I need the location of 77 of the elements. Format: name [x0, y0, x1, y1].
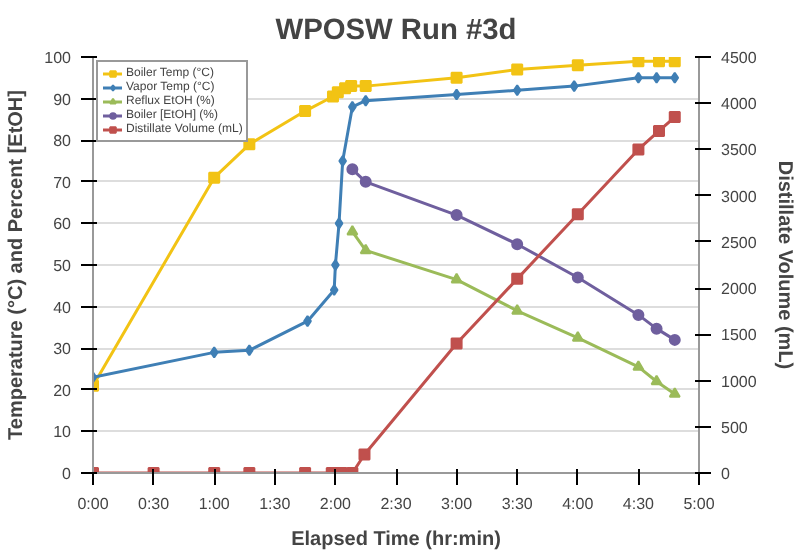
point — [511, 303, 524, 315]
point — [632, 360, 645, 371]
point — [338, 155, 348, 167]
y-tick-label: 70 — [53, 173, 73, 192]
point — [450, 209, 463, 222]
y2-axis-title: Distillate Volume (mL) — [772, 160, 795, 370]
point — [361, 94, 371, 107]
x-tick-label: 2:00 — [319, 495, 353, 513]
y-tick-label: 10 — [53, 423, 73, 442]
y-tick-label: 60 — [53, 215, 73, 234]
y2-tick-label: 1000 — [721, 372, 758, 391]
y-tick-label: 80 — [53, 132, 73, 151]
point — [299, 105, 312, 118]
y2-tick-label: 2000 — [721, 280, 758, 299]
x-tick-label: 4:00 — [562, 495, 595, 513]
y-axis-title: Temperature (°C) and Percent [EtOH] — [6, 90, 29, 440]
point — [346, 163, 359, 176]
chart-title: WPOSW Run #3d — [275, 15, 517, 47]
point — [569, 80, 579, 93]
x-axis-title: Elapsed Time (hr:min) — [291, 529, 501, 551]
y2-tick-label: 4500 — [721, 49, 758, 67]
y-tick-label: 40 — [53, 298, 73, 317]
point — [450, 71, 463, 84]
y2-tick-label: 3500 — [721, 141, 758, 160]
x-tick-label: 4:30 — [622, 495, 656, 513]
point — [653, 57, 665, 68]
x-tick-label: 2:30 — [380, 495, 413, 513]
point — [511, 63, 524, 76]
point — [668, 57, 681, 68]
x-tick-label: 0:00 — [77, 495, 110, 513]
x-tick-label: 3:30 — [501, 495, 534, 513]
point — [653, 124, 665, 137]
y-tick-label: 0 — [62, 465, 73, 483]
y-tick-label: 90 — [53, 90, 73, 109]
point — [334, 217, 344, 230]
y2-tick-label: 500 — [721, 418, 749, 437]
point — [208, 171, 221, 184]
y2-tick-label: 0 — [721, 465, 731, 483]
x-tick-label: 5:00 — [683, 495, 716, 513]
point — [358, 448, 371, 461]
point — [359, 243, 372, 255]
point — [571, 331, 584, 342]
x-tick-label: 1:30 — [259, 495, 292, 513]
point — [670, 71, 680, 84]
y-tick-label: 50 — [53, 257, 73, 275]
point — [511, 272, 524, 285]
point — [668, 333, 681, 346]
point — [450, 337, 463, 350]
y2-tick-label: 1500 — [721, 326, 758, 345]
x-tick-label: 1:00 — [198, 495, 231, 513]
point — [209, 346, 219, 359]
point — [359, 175, 372, 188]
y-tick-label: 100 — [44, 49, 73, 67]
point — [346, 224, 359, 236]
point — [345, 80, 358, 93]
y2-tick-label: 4000 — [721, 95, 758, 114]
point — [650, 374, 663, 386]
y2-tick-label: 2500 — [721, 233, 758, 252]
point — [359, 80, 372, 93]
point — [331, 259, 340, 271]
y-tick-label: 30 — [53, 340, 73, 359]
point — [571, 271, 584, 284]
point — [650, 322, 663, 335]
y2-tick-label: 3000 — [721, 187, 758, 206]
point — [450, 272, 463, 284]
point — [632, 308, 645, 321]
y-tick-label: 20 — [53, 381, 73, 400]
x-tick-label: 0:30 — [138, 495, 171, 513]
point — [632, 57, 645, 68]
point — [511, 238, 524, 251]
x-tick-label: 3:00 — [441, 495, 474, 513]
point — [632, 143, 645, 156]
point — [571, 208, 584, 221]
point — [512, 84, 522, 97]
point — [668, 111, 681, 124]
point — [668, 387, 681, 398]
point — [571, 59, 584, 72]
